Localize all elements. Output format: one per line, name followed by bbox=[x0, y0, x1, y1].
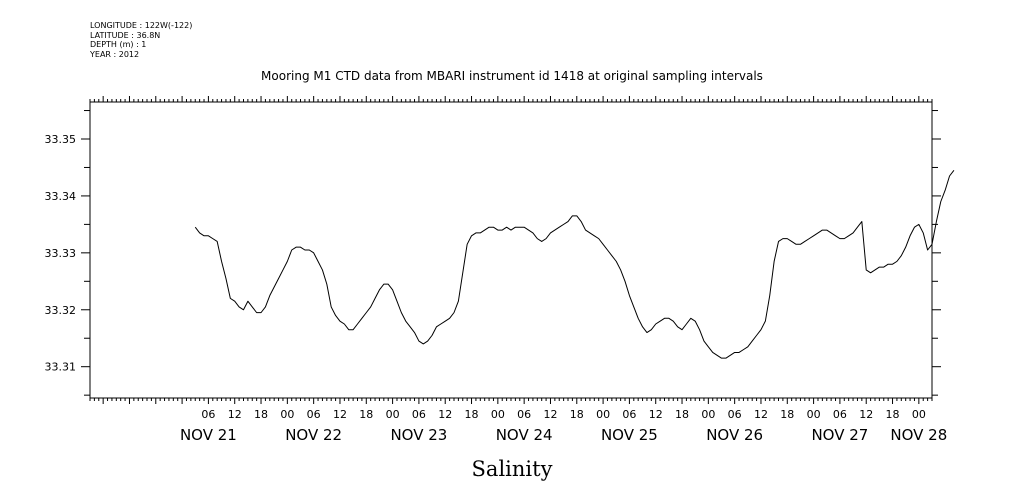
x-hour-label: 00 bbox=[280, 408, 294, 421]
x-hour-label: 06 bbox=[307, 408, 321, 421]
x-hour-label: 06 bbox=[517, 408, 531, 421]
x-day-label: NOV 28 bbox=[890, 426, 947, 444]
x-day-label: NOV 21 bbox=[180, 426, 237, 444]
x-day-label: NOV 22 bbox=[285, 426, 342, 444]
y-tick-label: 33.35 bbox=[45, 133, 77, 146]
x-hour-label: 12 bbox=[438, 408, 452, 421]
x-hour-label: 00 bbox=[912, 408, 926, 421]
x-day-label: NOV 26 bbox=[706, 426, 763, 444]
x-hour-label: 12 bbox=[333, 408, 347, 421]
x-hour-label: 18 bbox=[254, 408, 268, 421]
y-tick-label: 33.33 bbox=[45, 247, 77, 260]
x-hour-label: 00 bbox=[491, 408, 505, 421]
metadata-year: YEAR : 2012 bbox=[90, 49, 140, 59]
x-hour-label: 06 bbox=[833, 408, 847, 421]
x-hour-label: 18 bbox=[886, 408, 900, 421]
x-hour-label: 12 bbox=[754, 408, 768, 421]
plot-frame bbox=[89, 101, 933, 399]
x-axis-label: Salinity bbox=[472, 457, 553, 481]
metadata-longitude: LONGITUDE : 122W(-122) bbox=[90, 21, 193, 30]
x-hour-label: 18 bbox=[675, 408, 689, 421]
metadata-block: LONGITUDE : 122W(-122) LATITUDE : 36.8N … bbox=[90, 21, 192, 59]
x-hour-label: 18 bbox=[465, 408, 479, 421]
x-hour-label: 12 bbox=[228, 408, 242, 421]
y-tick-label: 33.34 bbox=[45, 190, 77, 203]
metadata-latitude: LATITUDE : 36.8N bbox=[90, 30, 161, 40]
y-tick-label: 33.31 bbox=[45, 361, 77, 374]
x-hour-label: 00 bbox=[596, 408, 610, 421]
x-hour-label: 06 bbox=[201, 408, 215, 421]
x-hour-label: 12 bbox=[859, 408, 873, 421]
x-hour-label: 18 bbox=[780, 408, 794, 421]
x-day-label: NOV 23 bbox=[390, 426, 447, 444]
salinity-series-line bbox=[194, 170, 955, 359]
x-axis: 06 12 18 00 06 12 18 00 06 12 18 00 06 12 18 00 06 12 18 00… bbox=[89, 96, 947, 444]
x-day-label: NOV 25 bbox=[601, 426, 658, 444]
x-hour-label: 12 bbox=[649, 408, 663, 421]
y-axis: 33.31 33.32 33.33 33.34 33.35 bbox=[45, 110, 941, 396]
x-hour-label: 00 bbox=[386, 408, 400, 421]
x-hour-label: 18 bbox=[570, 408, 584, 421]
x-hour-label: 00 bbox=[807, 408, 821, 421]
y-tick-label: 33.32 bbox=[45, 304, 77, 317]
x-hour-label: 06 bbox=[622, 408, 636, 421]
x-hour-label: 06 bbox=[412, 408, 426, 421]
x-day-label: NOV 27 bbox=[811, 426, 868, 444]
metadata-depth: DEPTH (m) : 1 bbox=[90, 40, 147, 49]
x-hour-label: 12 bbox=[543, 408, 557, 421]
chart-title: Mooring M1 CTD data from MBARI instrumen… bbox=[261, 69, 763, 83]
x-hour-label: 00 bbox=[701, 408, 715, 421]
x-hour-label: 06 bbox=[728, 408, 742, 421]
x-hour-label: 18 bbox=[359, 408, 373, 421]
x-day-label: NOV 24 bbox=[496, 426, 553, 444]
